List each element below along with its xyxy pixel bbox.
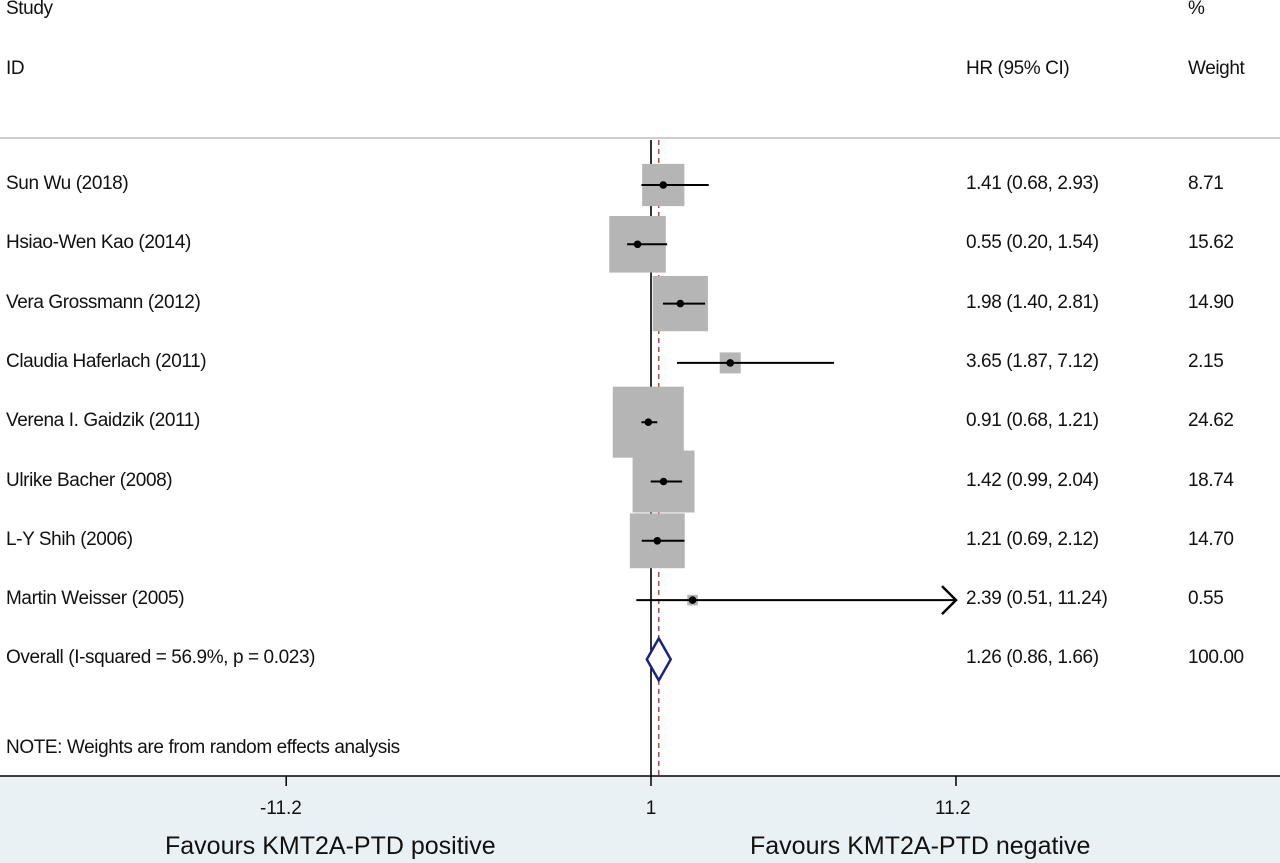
header-percent-label: %: [1188, 0, 1205, 19]
study-hr-text: 1.42 (0.99, 2.04): [966, 469, 1099, 491]
header-id-label: ID: [6, 58, 25, 79]
study-label: Verena I. Gaidzik (2011): [6, 410, 200, 432]
study-label: Claudia Haferlach (2011): [6, 350, 207, 372]
study-label: Sun Wu (2018): [6, 173, 129, 194]
study-label: L-Y Shih (2006): [6, 528, 133, 550]
study-weight-text: 2.15: [1188, 350, 1224, 372]
point-estimate: [676, 299, 685, 308]
study-weight-text: 15.62: [1188, 232, 1234, 254]
study-label: Ulrike Bacher (2008): [6, 469, 173, 491]
point-estimate: [659, 181, 668, 189]
study-weight-text: 8.71: [1188, 173, 1224, 194]
x-tick-label: 1: [645, 798, 657, 819]
study-hr-text: 1.41 (0.68, 2.93): [966, 173, 1099, 194]
overall-hr-text: 1.26 (0.86, 1.66): [966, 647, 1099, 669]
axis-footer-band: [0, 776, 1280, 863]
study-hr-text: 2.39 (0.51, 11.24): [966, 588, 1108, 610]
overall-label: Overall (I-squared = 56.9%, p = 0.023): [6, 647, 316, 669]
point-estimate: [688, 596, 697, 604]
header-study-label: Study: [6, 0, 53, 19]
study-hr-text: 0.55 (0.20, 1.54): [966, 232, 1099, 254]
point-estimate: [644, 418, 653, 427]
study-label: Vera Grossmann (2012): [6, 291, 201, 313]
x-tick-label: -11.2: [259, 798, 302, 819]
x-tick-label: 11.2: [934, 798, 971, 819]
x-axis-label-left: Favours KMT2A-PTD positive: [165, 832, 496, 860]
ci-truncation-arrow: [941, 585, 958, 615]
study-weight-text: 18.74: [1188, 469, 1234, 491]
study-weight-text: 24.62: [1188, 410, 1234, 432]
study-weight-text: 14.70: [1188, 528, 1234, 550]
study-weight-text: 14.90: [1188, 291, 1234, 313]
study-hr-text: 0.91 (0.68, 1.21): [966, 410, 1099, 432]
study-hr-text: 1.21 (0.69, 2.12): [966, 528, 1099, 550]
study-weight-text: 0.55: [1188, 588, 1224, 610]
study-hr-text: 1.98 (1.40, 2.81): [966, 291, 1099, 313]
point-estimate: [659, 477, 668, 486]
overall-weight-text: 100.00: [1188, 647, 1244, 669]
point-estimate: [653, 537, 662, 545]
header-weight-label: Weight: [1188, 58, 1245, 79]
x-axis-label-right: Favours KMT2A-PTD negative: [750, 832, 1091, 860]
study-label: Martin Weisser (2005): [6, 588, 185, 610]
point-estimate: [726, 359, 735, 367]
overall-diamond: [645, 635, 673, 683]
header-effect-label: HR (95% CI): [966, 58, 1070, 79]
study-hr-text: 3.65 (1.87, 7.12): [966, 350, 1099, 372]
study-label: Hsiao-Wen Kao (2014): [6, 232, 191, 254]
point-estimate: [633, 240, 642, 249]
note-text: NOTE: Weights are from random effects an…: [6, 737, 400, 758]
